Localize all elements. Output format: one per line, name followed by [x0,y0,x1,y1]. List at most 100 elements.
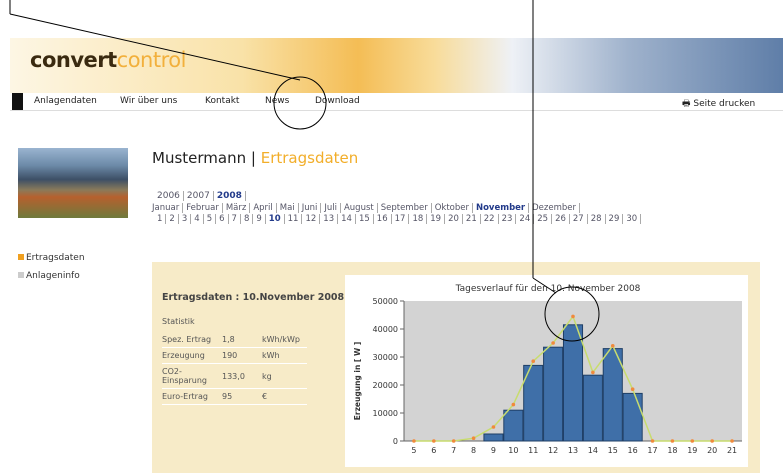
stats-cell: 190 [222,348,262,364]
day-link[interactable]: 5 [204,214,216,224]
x-tick-label: 20 [707,446,717,455]
page: convertcontrol Anlagendaten Wir über uns K… [0,0,783,473]
heading-page: Ertragsdaten [261,149,359,167]
sidebar-link[interactable]: Ertragsdaten [18,253,85,263]
line-point [651,439,655,443]
line-point [512,403,516,407]
heading-name: Mustermann [152,149,246,167]
month-link[interactable]: Juni [299,203,322,213]
day-link[interactable]: 30 [623,214,641,224]
logo-text: convert [30,48,117,72]
bar [603,349,622,441]
day-link[interactable]: 7 [229,214,241,224]
x-tick-label: 10 [508,446,518,455]
day-link[interactable]: 23 [499,214,517,224]
year-link[interactable]: 2007 [184,191,214,201]
year-link[interactable]: 2006 [157,191,184,201]
y-axis-label: Erzeugung in [ W ] [353,342,362,421]
x-tick-label: 21 [727,446,737,455]
day-link[interactable]: 13 [320,214,338,224]
line-point [591,371,595,375]
day-link[interactable]: 18 [409,214,427,224]
nav-item[interactable]: Wir über uns [120,96,177,106]
day-link[interactable]: 28 [588,214,606,224]
bar [484,434,503,441]
line-point [432,439,436,443]
day-link[interactable]: 24 [516,214,534,224]
page-heading: Mustermann | Ertragsdaten [152,149,358,167]
y-tick-label: 30000 [373,353,398,362]
x-tick-label: 5 [411,446,416,455]
sidebar-link[interactable]: Anlageninfo [18,271,80,281]
month-link[interactable]: März [223,203,251,213]
x-tick-label: 13 [568,446,578,455]
day-link[interactable]: 20 [445,214,463,224]
month-link[interactable]: November [473,203,529,213]
month-link[interactable]: September [378,203,432,213]
nav-item[interactable]: News [265,96,289,106]
x-tick-label: 14 [588,446,598,455]
month-link[interactable]: August [341,203,378,213]
sidebar-image [18,148,128,218]
day-link[interactable]: 11 [285,214,303,224]
chart-title: Tagesverlauf für den 10. November 2008 [455,284,641,294]
day-link[interactable]: 8 [241,214,253,224]
day-link[interactable]: 14 [338,214,356,224]
day-link[interactable]: 27 [570,214,588,224]
day-link[interactable]: 1 [157,214,166,224]
y-tick-label: 0 [393,437,398,446]
line-point [472,436,476,440]
month-link[interactable]: Mai [277,203,299,213]
nav-item[interactable]: Anlagendaten [34,96,97,106]
day-link[interactable]: 10 [266,214,285,224]
day-link[interactable]: 16 [374,214,392,224]
month-link[interactable]: April [250,203,276,213]
nav-item[interactable]: Download [315,96,360,106]
day-link[interactable]: 21 [463,214,481,224]
stats-cell: 95 [222,389,262,405]
day-link[interactable]: 22 [481,214,499,224]
stats-cell: 133,0 [222,364,262,389]
stats-cell: 1,8 [222,332,262,348]
month-link[interactable]: Dezember [529,203,580,213]
month-link[interactable]: Juli [321,203,341,213]
day-link[interactable]: 12 [302,214,320,224]
x-tick-label: 7 [451,446,456,455]
logo: convertcontrol [30,48,186,72]
day-link[interactable]: 2 [166,214,178,224]
day-link[interactable]: 4 [191,214,203,224]
print-text[interactable]: Seite drucken [693,99,755,109]
x-tick-label: 11 [528,446,538,455]
stats-cell: Erzeugung [162,348,222,364]
line-point [730,439,734,443]
stats-cell: Spez. Ertrag [162,332,222,348]
line-point [452,439,456,443]
month-link[interactable]: Februar [183,203,223,213]
x-tick-label: 6 [431,446,436,455]
month-link[interactable]: Januar [152,203,183,213]
x-tick-label: 15 [608,446,618,455]
day-link[interactable]: 17 [392,214,410,224]
nav-item[interactable]: Kontakt [205,96,239,106]
year-link[interactable]: 2008 [214,191,246,201]
day-link[interactable]: 6 [216,214,228,224]
day-link[interactable]: 26 [552,214,570,224]
x-tick-label: 18 [667,446,677,455]
day-link[interactable]: 19 [427,214,445,224]
day-link[interactable]: 25 [534,214,552,224]
month-link[interactable]: Oktober [432,203,473,213]
print-link[interactable]: 🖶 Seite drucken [682,96,755,112]
day-link[interactable]: 15 [356,214,374,224]
line-point [710,439,714,443]
stats-cell: CO2-Einsparung [162,364,222,389]
day-link[interactable]: 3 [179,214,191,224]
day-link[interactable]: 29 [606,214,624,224]
day-link[interactable]: 9 [253,214,265,224]
x-tick-label: 19 [687,446,697,455]
